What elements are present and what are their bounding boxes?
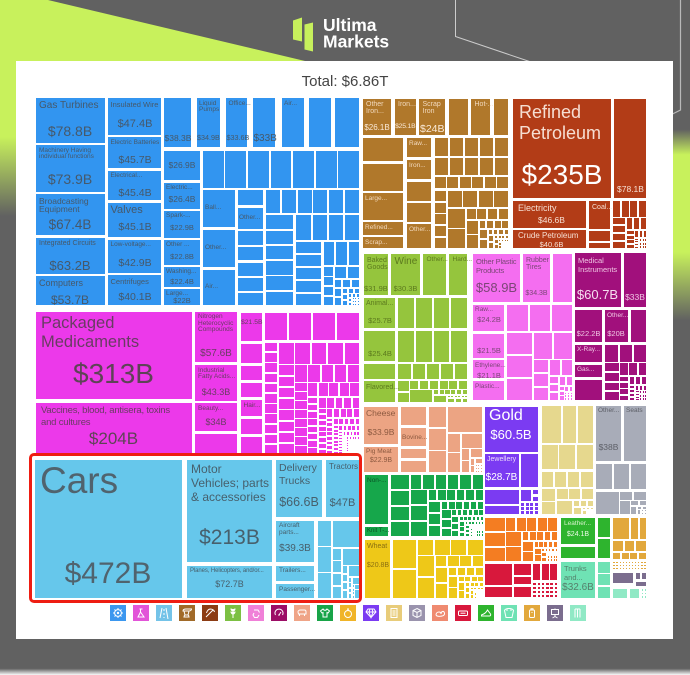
svg-text:Markets: Markets bbox=[323, 32, 389, 52]
svg-text:Ultima: Ultima bbox=[323, 15, 377, 35]
